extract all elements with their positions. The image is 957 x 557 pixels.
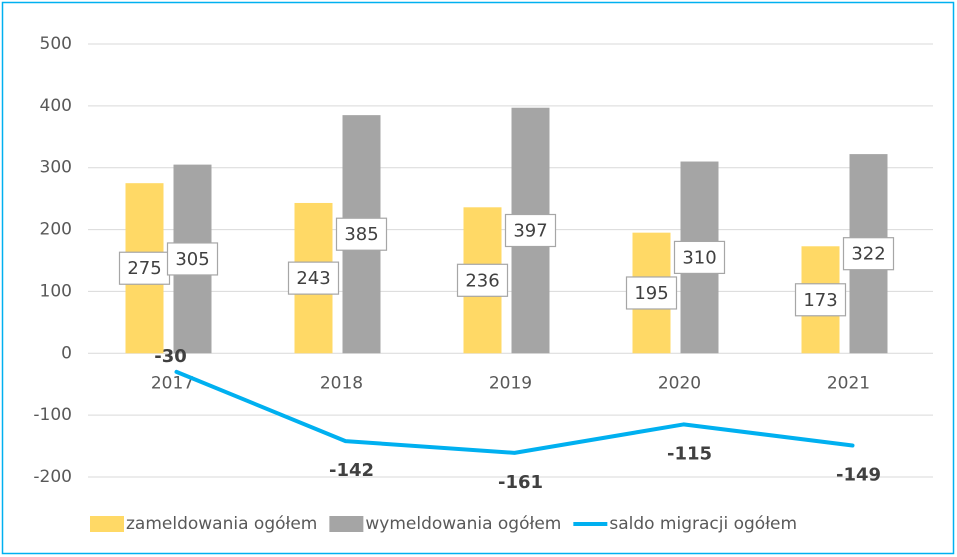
data-label-box [625,276,678,310]
line [174,369,855,455]
x-tick-label: 2019 [489,373,532,393]
data-label: -115 [667,443,712,464]
y-tick-label: -200 [33,467,72,487]
data-label-box [794,283,847,317]
x-tick-label: 2017 [151,373,194,393]
data-label: 173 [803,290,837,311]
data-label: 275 [127,258,161,279]
data-label-box [166,242,219,276]
y-tick-label: 0 [61,343,72,363]
x-tick-label: 2020 [658,373,701,393]
data-label: 236 [465,270,499,291]
x-tick-label: 2021 [827,373,870,393]
legend-swatch [90,516,124,532]
y-tick-label: 400 [40,96,72,116]
data-label: 397 [513,220,547,241]
y-tick-label: 100 [40,281,72,301]
legend-label: saldo migracji ogółem [609,514,797,534]
data-label: -161 [498,472,543,493]
data-label: 385 [344,224,378,245]
data-label: 243 [296,268,330,289]
legend-label: zameldowania ogółem [126,514,317,534]
legend-label: wymeldowania ogółem [365,514,561,534]
data-label: -149 [836,464,881,485]
y-tick-label: -100 [33,405,72,425]
y-tick-label: 500 [40,34,72,54]
data-label: -142 [329,460,374,481]
data-label-box [504,213,557,248]
data-label: 310 [682,247,716,268]
y-tick-label: 300 [40,158,72,178]
legend-swatch [329,516,364,532]
data-label: 195 [634,283,668,304]
y-tick-label: 200 [40,220,72,240]
data-label-box [842,237,895,271]
data-label: 305 [175,249,209,270]
data-label-box [456,263,509,297]
data-label-box [287,261,340,295]
data-label: -30 [154,346,187,367]
data-label-box [335,217,388,251]
x-tick-label: 2018 [320,373,363,393]
data-label: 322 [851,244,885,265]
data-label-box [673,240,726,275]
